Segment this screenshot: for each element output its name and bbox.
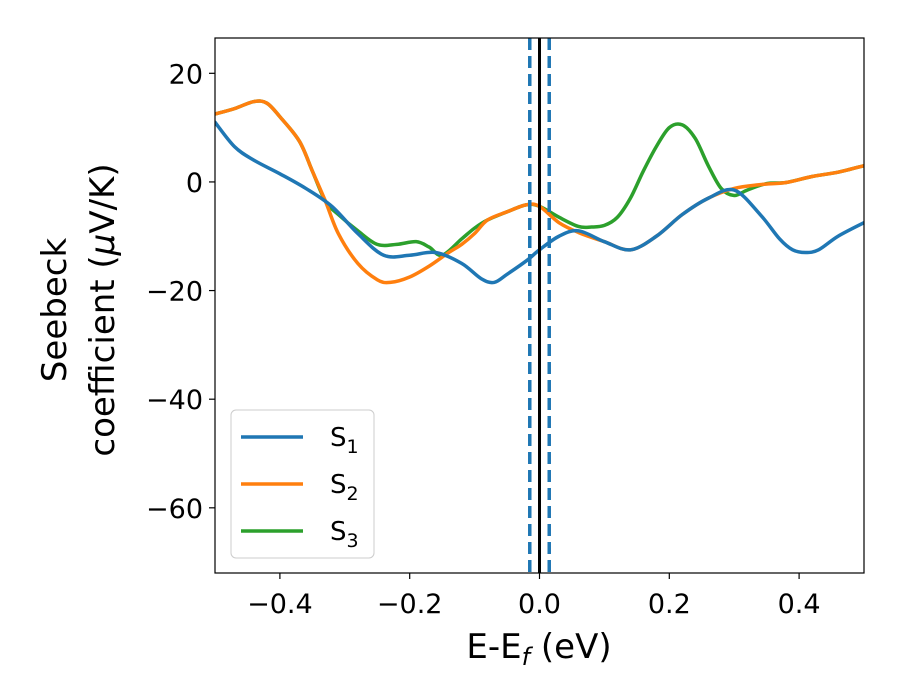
y-axis-title: Seebeck coefficient (μV/K) [35, 163, 123, 456]
y-tick-label: −60 [146, 494, 203, 525]
x-tick-label: 0.4 [778, 589, 821, 620]
x-axis-title-main: E-E [466, 627, 521, 667]
y-tick-label: 0 [186, 168, 203, 199]
x-tick-label: −0.2 [377, 589, 443, 620]
legend-label-s3: S3 [330, 517, 359, 552]
legend-label-s1: S1 [330, 423, 359, 458]
x-tick-label: 0.0 [518, 589, 561, 620]
x-tick-label: 0.2 [648, 589, 691, 620]
vertical-lines [528, 38, 551, 573]
y-tick-label: 20 [169, 59, 203, 90]
x-tick-label: −0.4 [247, 589, 313, 620]
y-tick-label: −20 [146, 277, 203, 308]
y-axis-title-line2: coefficient (μV/K) [83, 163, 123, 456]
y-axis-ticks: −60 −40 −20 0 20 [146, 59, 215, 525]
legend: S1 S2 S3 [230, 409, 375, 559]
x-axis-title-unit: (eV) [530, 627, 612, 667]
x-axis-ticks: −0.4 −0.2 0.0 0.2 0.4 [247, 573, 821, 620]
x-axis-title: E-Ef (eV) [466, 627, 611, 671]
y-axis-title-line1: Seebeck [35, 238, 75, 383]
legend-label-s2: S2 [330, 470, 359, 505]
y-tick-label: −40 [146, 385, 203, 416]
